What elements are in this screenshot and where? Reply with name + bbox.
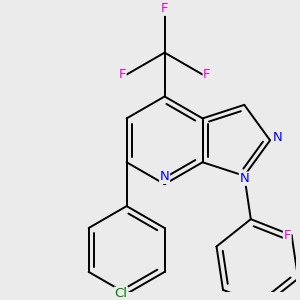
Text: N: N [239,172,249,185]
Text: F: F [118,68,126,81]
Text: N: N [160,170,170,183]
Text: F: F [161,2,168,15]
Text: F: F [284,229,291,242]
Text: Cl: Cl [114,287,127,300]
Text: N: N [272,131,282,144]
Text: F: F [203,68,211,81]
